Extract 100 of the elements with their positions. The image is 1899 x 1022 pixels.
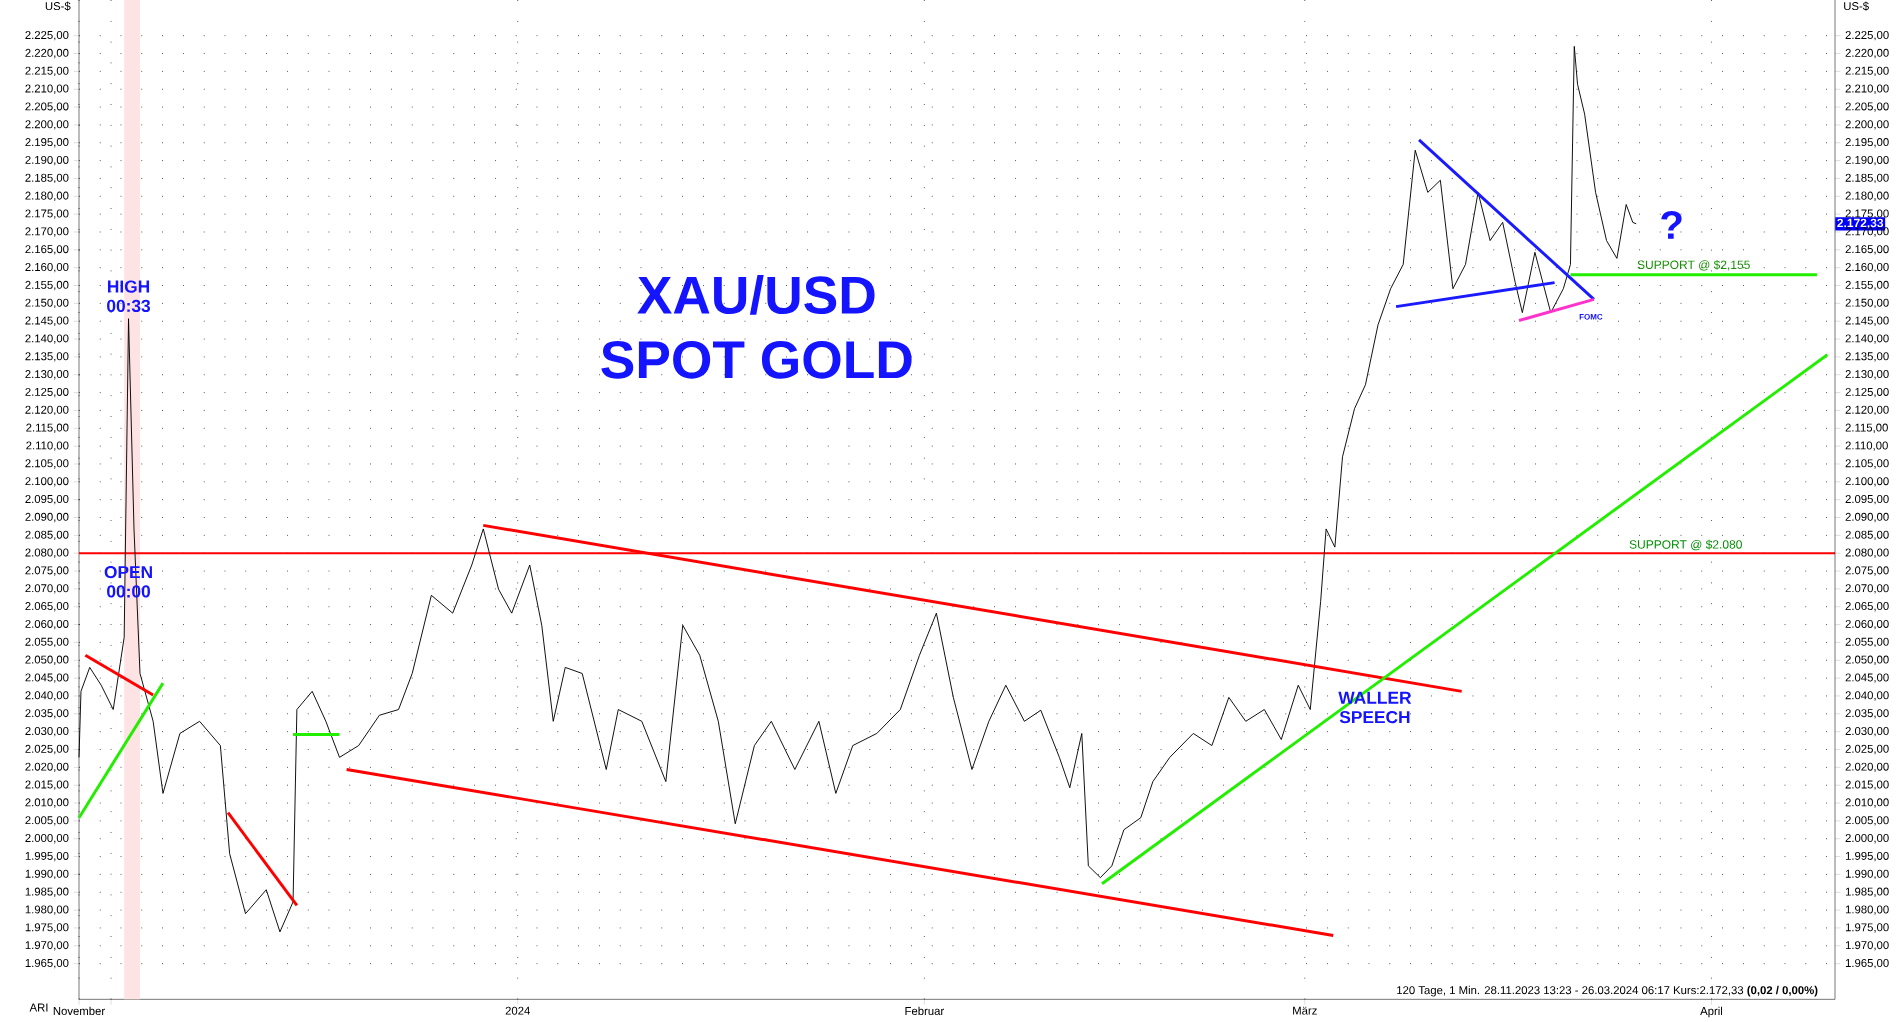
y-tick-label: 2.035,00 — [25, 709, 69, 719]
y-tick-label: 2.110,00 — [26, 441, 69, 451]
text: SPOT GOLD — [601, 340, 912, 379]
y2-tick-label: 2.060,00 — [1845, 619, 1889, 630]
x-tick-label: Februar — [905, 1006, 945, 1016]
y-tick-label: 1.985,00 — [25, 887, 69, 897]
y2-tick-label: 2.115,00 — [1845, 423, 1888, 433]
y-tick-label: 2.010,00 — [25, 798, 69, 808]
y2-tick-label: 2.110,00 — [1845, 441, 1888, 451]
annotation: ? — [1661, 210, 1682, 239]
y-tick-label: 2.145,00 — [25, 316, 69, 326]
y2-tick-label: 2.150,00 — [1845, 298, 1889, 309]
y-tick-label: 2.165,00 — [25, 245, 69, 255]
y-tick-label: 2.200,00 — [25, 120, 69, 130]
y-tick-label: 2.115,00 — [26, 423, 69, 433]
y-tick-label: 2.205,00 — [25, 102, 69, 112]
y2-tick-label: 2.170,00 — [1845, 227, 1889, 237]
y2-tick-label: 2.175,00 — [1845, 209, 1889, 219]
y2-tick-label: 2.220,00 — [1845, 48, 1889, 59]
y-tick-label: 1.980,00 — [25, 905, 69, 915]
y-tick-label: 2.090,00 — [25, 512, 69, 523]
y-tick-label: 2.020,00 — [25, 762, 69, 773]
y2-tick-label: 1.970,00 — [1845, 941, 1889, 951]
y2-tick-label: 2.020,00 — [1845, 762, 1889, 773]
y2-tick-label: 2.080,00 — [1845, 548, 1889, 558]
y2-tick-label: 2.090,00 — [1845, 512, 1889, 523]
y-tick-label: 2.155,00 — [25, 280, 69, 291]
y-tick-label: 2.050,00 — [25, 655, 69, 665]
y-tick-label: 2.195,00 — [25, 138, 69, 148]
y-tick-label: 2.015,00 — [25, 780, 69, 790]
y2-tick-label: 2.055,00 — [1845, 637, 1889, 648]
text: 2.172,33 — [1837, 218, 1884, 229]
x-tick-label: November — [53, 1006, 105, 1016]
y-tick-label: 2.135,00 — [25, 352, 69, 362]
y2-tick-label: 2.215,00 — [1845, 66, 1889, 77]
y2-tick-label: 2.045,00 — [1845, 673, 1889, 683]
y2-tick-label: 2.200,00 — [1845, 120, 1889, 130]
x-tick-label: März — [1293, 1006, 1317, 1015]
y-tick-label: 2.185,00 — [25, 173, 69, 184]
y-tick-label: 2.120,00 — [25, 405, 69, 416]
y-tick-label: 2.040,00 — [25, 691, 69, 701]
y2-tick-label: 2.015,00 — [1845, 780, 1889, 790]
y2-axis-title: US-$ — [1844, 1, 1869, 11]
y-tick-label: 1.990,00 — [25, 869, 69, 880]
y-tick-label: 2.170,00 — [25, 227, 69, 237]
y-tick-label: 2.140,00 — [25, 334, 69, 344]
y2-tick-label: 2.165,00 — [1845, 245, 1889, 255]
y2-tick-label: 1.990,00 — [1845, 869, 1889, 880]
y2-tick-label: 2.225,00 — [1845, 31, 1889, 41]
y2-tick-label: 2.190,00 — [1845, 155, 1889, 166]
y-tick-label: 2.215,00 — [25, 66, 69, 77]
ref-line-label: SUPPORT @ $2.080 — [1629, 539, 1742, 551]
y-tick-label: 2.005,00 — [25, 816, 69, 826]
y2-tick-label: 2.095,00 — [1845, 494, 1889, 505]
y-tick-label: 2.080,00 — [25, 548, 69, 558]
y2-tick-label: 2.085,00 — [1845, 530, 1889, 541]
y2-tick-label: 2.040,00 — [1845, 691, 1889, 701]
y-tick-label: 1.975,00 — [25, 923, 69, 933]
y2-tick-label: 2.010,00 — [1845, 798, 1889, 808]
y-tick-label: 2.055,00 — [25, 637, 69, 648]
y-tick-label: 2.130,00 — [25, 370, 69, 380]
y2-tick-label: 2.105,00 — [1845, 459, 1889, 469]
y-tick-label: 2.175,00 — [25, 209, 69, 219]
y2-tick-label: 2.005,00 — [1845, 816, 1889, 826]
y-tick-label: 2.000,00 — [25, 834, 69, 844]
y2-tick-label: 1.980,00 — [1845, 905, 1889, 915]
y2-tick-label: 2.155,00 — [1845, 280, 1889, 291]
y2-tick-label: 2.210,00 — [1845, 84, 1889, 94]
y-tick-label: 2.220,00 — [25, 48, 69, 59]
y2-tick-label: 2.070,00 — [1845, 584, 1889, 594]
y-tick-label: 2.085,00 — [25, 530, 69, 541]
y2-tick-label: 2.100,00 — [1845, 477, 1889, 487]
y2-tick-label: 2.205,00 — [1845, 102, 1889, 112]
y2-tick-label: 1.985,00 — [1845, 887, 1889, 897]
y-tick-label: 1.995,00 — [25, 851, 69, 862]
y2-tick-label: 1.975,00 — [1845, 923, 1889, 933]
y-tick-label: 1.965,00 — [25, 958, 69, 969]
y2-tick-label: 2.125,00 — [1845, 387, 1889, 398]
y2-tick-label: 1.965,00 — [1845, 958, 1889, 969]
y-axis-title: US-$ — [45, 1, 71, 11]
y-tick-label: 1.970,00 — [25, 941, 69, 951]
y2-tick-label: 2.135,00 — [1845, 352, 1889, 362]
y2-tick-label: 2.030,00 — [1845, 726, 1889, 737]
y-tick-label: 2.210,00 — [25, 84, 69, 94]
x-tick-label: 2024 — [505, 1006, 530, 1015]
series-label: SUPPORT @ $2,155 — [1637, 260, 1750, 271]
y2-tick-label: 2.120,00 — [1845, 405, 1889, 416]
y2-tick-label: 2.145,00 — [1845, 316, 1889, 326]
y2-tick-label: 2.160,00 — [1845, 263, 1889, 273]
y-tick-label: 2.030,00 — [25, 726, 69, 737]
x-tick-label: April — [1700, 1006, 1723, 1018]
y-tick-label: 2.070,00 — [25, 584, 69, 594]
y2-tick-label: 2.140,00 — [1845, 334, 1889, 344]
y-tick-label: 2.105,00 — [25, 459, 69, 469]
text: XAU/USD — [637, 274, 875, 315]
y-tick-label: 2.025,00 — [25, 744, 69, 755]
y2-tick-label: 1.995,00 — [1845, 851, 1889, 862]
y-tick-label: 2.180,00 — [25, 191, 69, 201]
y-tick-label: 2.065,00 — [25, 602, 69, 612]
y2-tick-label: 2.000,00 — [1845, 834, 1889, 844]
